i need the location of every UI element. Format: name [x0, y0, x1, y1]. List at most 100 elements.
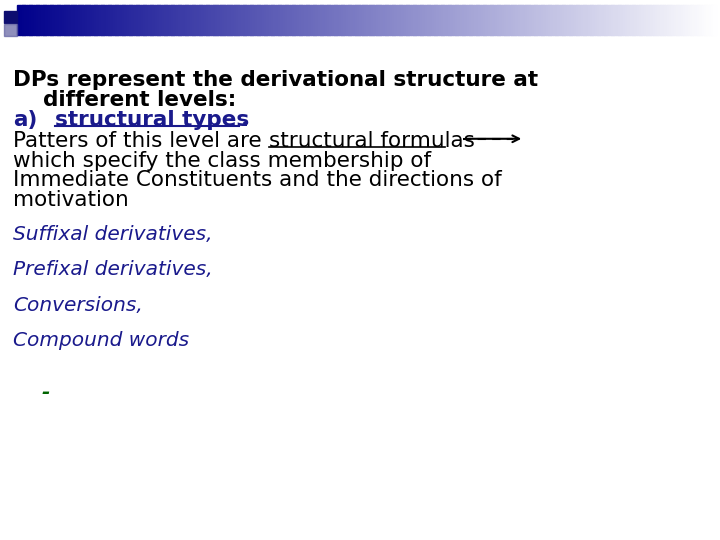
Bar	[532, 5, 535, 35]
Bar	[243, 5, 246, 35]
Bar	[406, 5, 409, 35]
Bar	[276, 5, 279, 35]
Bar	[525, 5, 528, 35]
Bar	[504, 5, 507, 35]
Bar	[320, 5, 323, 35]
Bar	[553, 5, 556, 35]
Bar	[94, 5, 97, 35]
Bar	[697, 5, 700, 35]
Bar	[80, 5, 84, 35]
Bar	[472, 5, 474, 35]
Bar	[185, 5, 188, 35]
Bar	[444, 5, 446, 35]
Bar	[402, 5, 405, 35]
Bar	[497, 5, 500, 35]
Bar	[248, 5, 251, 35]
Bar	[236, 5, 239, 35]
Bar	[464, 5, 467, 35]
Text: Immediate Constituents and the directions of: Immediate Constituents and the direction…	[13, 170, 502, 190]
Bar	[506, 5, 509, 35]
Bar	[17, 5, 20, 35]
Bar	[625, 5, 628, 35]
Bar	[429, 5, 433, 35]
Bar	[101, 5, 104, 35]
Bar	[274, 5, 276, 35]
Bar	[606, 5, 609, 35]
Bar	[644, 5, 647, 35]
Bar	[508, 5, 511, 35]
Bar	[397, 5, 400, 35]
Bar	[699, 5, 703, 35]
Bar	[404, 5, 407, 35]
Bar	[576, 5, 579, 35]
Bar	[334, 5, 337, 35]
Bar	[634, 5, 637, 35]
Bar	[318, 5, 320, 35]
Bar	[438, 5, 441, 35]
Bar	[164, 5, 167, 35]
Bar	[580, 5, 584, 35]
Bar	[366, 5, 369, 35]
Bar	[616, 5, 618, 35]
Bar	[174, 5, 176, 35]
Bar	[667, 5, 670, 35]
Bar	[19, 5, 22, 35]
Bar	[246, 5, 248, 35]
Bar	[38, 5, 41, 35]
Bar	[548, 5, 551, 35]
Bar	[234, 5, 237, 35]
Bar	[27, 5, 30, 35]
Bar	[217, 5, 220, 35]
Bar	[378, 5, 381, 35]
Bar	[71, 5, 74, 35]
Bar	[423, 5, 426, 35]
Bar	[513, 5, 516, 35]
Bar	[695, 5, 698, 35]
Bar	[357, 5, 360, 35]
Bar	[613, 5, 616, 35]
Bar	[215, 5, 218, 35]
Bar	[204, 5, 207, 35]
Bar	[115, 5, 118, 35]
Bar	[657, 5, 660, 35]
Bar	[627, 5, 630, 35]
Bar	[253, 5, 256, 35]
Bar	[427, 5, 430, 35]
Bar	[611, 5, 614, 35]
Bar	[269, 5, 271, 35]
Bar	[557, 5, 560, 35]
Bar	[536, 5, 539, 35]
Bar	[166, 5, 169, 35]
Bar	[310, 5, 314, 35]
Bar	[434, 5, 437, 35]
Text: DPs represent the derivational structure at: DPs represent the derivational structure…	[13, 70, 538, 90]
Bar	[655, 5, 658, 35]
Bar	[120, 5, 122, 35]
Bar	[387, 5, 390, 35]
Bar	[125, 5, 127, 35]
Text: Suffixal derivatives,: Suffixal derivatives,	[13, 225, 212, 244]
Bar	[693, 5, 696, 35]
Bar	[61, 5, 65, 35]
Bar	[329, 5, 332, 35]
Bar	[31, 5, 35, 35]
Bar	[280, 5, 284, 35]
Bar	[43, 5, 46, 35]
Bar	[348, 5, 351, 35]
Bar	[436, 5, 439, 35]
Bar	[371, 5, 374, 35]
Bar	[346, 5, 348, 35]
Text: motivation: motivation	[13, 190, 129, 210]
Bar	[266, 5, 269, 35]
Bar	[441, 5, 444, 35]
Bar	[178, 5, 181, 35]
Bar	[4, 24, 17, 36]
Bar	[608, 5, 612, 35]
Bar	[40, 5, 44, 35]
Bar	[183, 5, 186, 35]
Bar	[629, 5, 633, 35]
Bar	[289, 5, 293, 35]
Bar	[327, 5, 330, 35]
Bar	[420, 5, 423, 35]
Bar	[369, 5, 372, 35]
